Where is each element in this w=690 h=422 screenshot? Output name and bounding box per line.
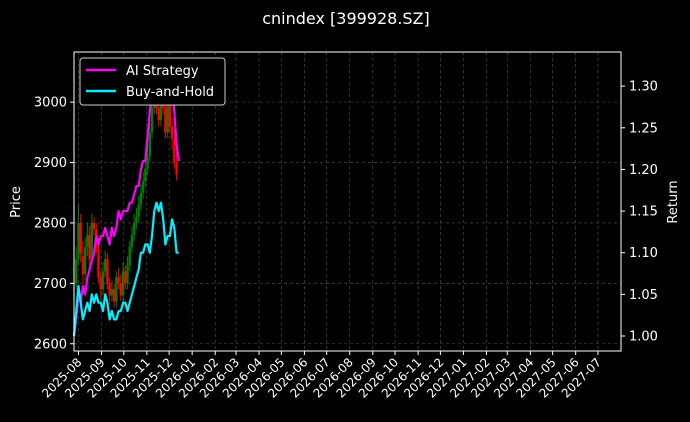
candle-body <box>146 156 149 169</box>
candle-body <box>150 108 154 133</box>
candle-body <box>175 162 178 175</box>
y-left-tick-label: 2900 <box>34 156 67 171</box>
candle-body <box>119 283 123 296</box>
candle-body <box>110 289 114 296</box>
y-right-tick-label: 1.10 <box>629 246 658 261</box>
candle-body <box>130 235 134 248</box>
y-axis-left: 2600 2700 2800 2900 3000 <box>34 96 74 352</box>
candle-body <box>88 235 91 260</box>
candle-body <box>135 216 138 223</box>
legend: AI Strategy Buy-and-Hold <box>79 57 226 106</box>
legend-label-ai-strategy: AI Strategy <box>126 64 199 79</box>
y-left-tick-label: 2800 <box>34 216 67 231</box>
y-left-tick-label: 3000 <box>34 96 67 111</box>
y-right-tick-label: 1.00 <box>629 330 658 345</box>
candle-body <box>108 283 111 296</box>
y-axis-right: 1.00 1.05 1.10 1.15 1.20 1.25 1.30 <box>621 80 658 345</box>
candle-body <box>128 247 131 266</box>
candle-body <box>148 132 152 157</box>
y-right-tick-label: 1.25 <box>629 121 658 136</box>
y-right-tick-label: 1.30 <box>629 80 658 95</box>
y-right-tick-label: 1.05 <box>629 288 658 303</box>
candle-body <box>137 204 140 217</box>
candle-body <box>141 180 145 193</box>
candle-body <box>124 271 127 284</box>
candle-body <box>170 126 174 139</box>
candle-body <box>104 259 107 272</box>
candle-body <box>75 259 78 284</box>
candle-body <box>90 222 94 260</box>
candle-body <box>83 247 87 275</box>
candle-body <box>101 271 105 290</box>
candle-body <box>79 222 82 254</box>
candle-body <box>126 265 129 284</box>
candle-body <box>81 256 85 275</box>
y-right-tick-label: 1.15 <box>629 205 658 220</box>
chart-title: cnindex [399928.SZ] <box>262 9 430 28</box>
y-axis-right-label: Return <box>666 180 681 223</box>
candle-body <box>168 90 172 127</box>
candle-body <box>86 235 89 248</box>
candle-body <box>117 277 120 284</box>
candle-body <box>112 289 116 302</box>
y-right-tick-label: 1.20 <box>629 163 658 178</box>
candle-body <box>166 90 169 133</box>
y-axis-left-label: Price <box>9 186 24 218</box>
candle-body <box>132 222 136 236</box>
candle-body <box>159 102 163 121</box>
candle-body <box>121 271 125 296</box>
candle-body <box>157 108 160 121</box>
y-left-tick-label: 2600 <box>34 337 67 352</box>
candle-body <box>106 259 109 284</box>
candle-body <box>99 277 102 290</box>
candlesticks <box>75 77 178 308</box>
candle-body <box>77 222 80 260</box>
candle-body <box>92 222 96 229</box>
candle-body <box>139 192 143 205</box>
candle-body <box>164 108 167 133</box>
candle-body <box>115 277 118 302</box>
y-left-tick-label: 2700 <box>34 277 67 292</box>
candle-body <box>97 247 100 278</box>
plot-frame <box>73 51 622 352</box>
legend-label-buy-and-hold: Buy-and-Hold <box>126 85 214 100</box>
legend-box <box>79 57 226 106</box>
buy-and-hold-line <box>72 201 179 337</box>
candle-body <box>144 168 147 181</box>
candle-body <box>173 138 176 163</box>
